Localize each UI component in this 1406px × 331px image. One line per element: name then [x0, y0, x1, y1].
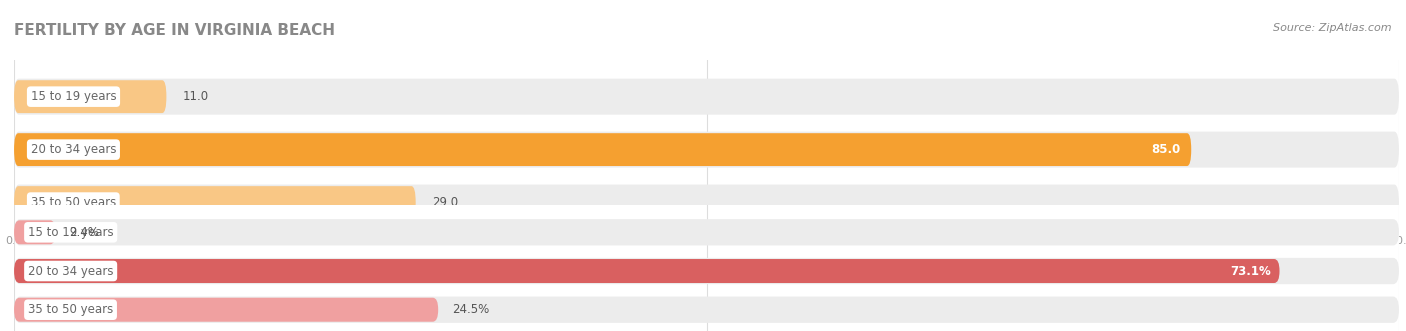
Text: 20 to 34 years: 20 to 34 years [28, 264, 114, 277]
FancyBboxPatch shape [14, 298, 439, 322]
Text: FERTILITY BY AGE IN VIRGINIA BEACH: FERTILITY BY AGE IN VIRGINIA BEACH [14, 23, 335, 38]
Text: 24.5%: 24.5% [453, 303, 489, 316]
Text: 29.0: 29.0 [432, 196, 458, 209]
Text: 15 to 19 years: 15 to 19 years [28, 226, 114, 239]
FancyBboxPatch shape [14, 220, 56, 244]
FancyBboxPatch shape [14, 133, 1191, 166]
Text: 20 to 34 years: 20 to 34 years [31, 143, 117, 156]
Text: 2.4%: 2.4% [69, 226, 100, 239]
FancyBboxPatch shape [14, 79, 1399, 115]
FancyBboxPatch shape [14, 258, 1399, 284]
FancyBboxPatch shape [14, 80, 166, 113]
Text: 85.0: 85.0 [1152, 143, 1180, 156]
Text: 35 to 50 years: 35 to 50 years [28, 303, 112, 316]
Text: 11.0: 11.0 [183, 90, 209, 103]
FancyBboxPatch shape [14, 132, 1399, 167]
Text: Source: ZipAtlas.com: Source: ZipAtlas.com [1274, 23, 1392, 33]
FancyBboxPatch shape [14, 185, 1399, 220]
Text: 73.1%: 73.1% [1230, 264, 1271, 277]
FancyBboxPatch shape [14, 259, 1279, 283]
Text: 15 to 19 years: 15 to 19 years [31, 90, 117, 103]
Text: 35 to 50 years: 35 to 50 years [31, 196, 115, 209]
FancyBboxPatch shape [14, 219, 1399, 246]
FancyBboxPatch shape [14, 297, 1399, 323]
FancyBboxPatch shape [14, 186, 416, 219]
